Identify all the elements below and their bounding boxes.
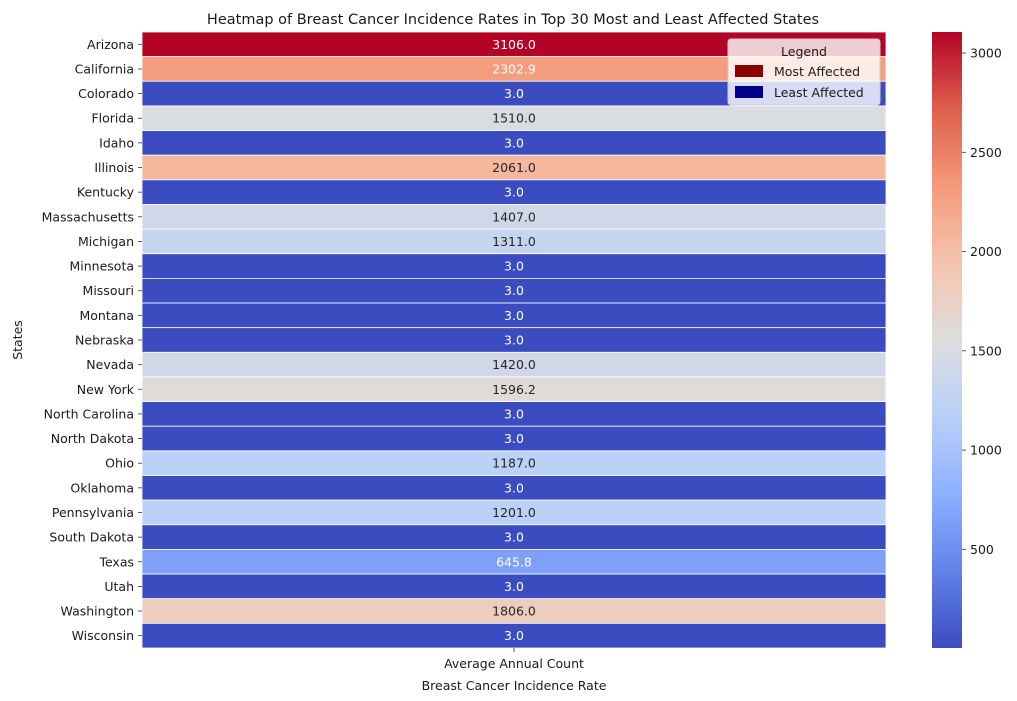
y-tick-label: Nebraska — [75, 333, 134, 348]
y-tick-label: Massachusetts — [42, 209, 134, 224]
cell-value-label: 1187.0 — [492, 456, 536, 471]
colorbar-ticks: 500 1000 1500 2000 2500 3000 — [962, 46, 1002, 557]
y-tick-label: Missouri — [83, 283, 134, 298]
y-tick-labels: Arizona California Colorado Florida Idaho Ill… — [42, 37, 142, 643]
cell-value-label: 1201.0 — [492, 505, 536, 520]
cell-value-label: 3.0 — [504, 283, 524, 298]
cell-value-label: 3.0 — [504, 333, 524, 348]
legend: Legend Most Affected Least Affected — [727, 38, 881, 106]
colorbar — [932, 32, 962, 648]
heatmap-cell-south-dakota — [141, 524, 887, 550]
y-tick-label: Utah — [104, 579, 134, 594]
cell-value-label: 1420.0 — [492, 357, 536, 372]
colorbar-tick-label: 3000 — [970, 46, 1002, 61]
heatmap-cells: 3106.0 2302.9 3.0 1510.0 3.0 2061.0 3.0 1407.0 1… — [141, 31, 887, 649]
colorbar-tick-label: 500 — [970, 542, 994, 557]
y-tick-label: Colorado — [78, 86, 134, 101]
heatmap-cell-utah — [141, 573, 887, 600]
y-tick-label: Illinois — [94, 160, 134, 175]
legend-label-most-affected: Most Affected — [774, 64, 860, 79]
cell-value-label: 3.0 — [504, 480, 524, 495]
legend-swatch-most-affected — [735, 65, 763, 77]
y-tick-label: Nevada — [86, 357, 134, 372]
legend-title: Legend — [781, 44, 827, 59]
heatmap-cell-minnesota — [141, 253, 887, 279]
y-tick-label: Ohio — [105, 456, 134, 471]
cell-value-label: 1510.0 — [492, 111, 536, 126]
heatmap-cell-nevada — [141, 351, 887, 378]
cell-value-label: 3.0 — [504, 259, 524, 274]
cell-value-label: 1596.2 — [492, 382, 536, 397]
legend-swatch-least-affected — [735, 86, 763, 98]
y-tick-label: Arizona — [87, 37, 134, 52]
colorbar-tick-label: 2500 — [970, 145, 1002, 160]
cell-value-label: 3.0 — [504, 135, 524, 150]
cell-value-label: 3.0 — [504, 579, 524, 594]
chart-title: Heatmap of Breast Cancer Incidence Rates… — [207, 12, 819, 28]
colorbar-tick-label: 1500 — [970, 343, 1002, 358]
cell-value-label: 3.0 — [504, 530, 524, 545]
y-tick-label: New York — [77, 382, 135, 397]
heatmap-cell-florida — [141, 105, 887, 131]
heatmap-cell-texas — [141, 549, 887, 575]
cell-value-label: 2061.0 — [492, 160, 536, 175]
heatmap-cell-oklahoma — [141, 475, 887, 501]
colorbar-tick-label: 2000 — [970, 244, 1002, 259]
y-tick-label: Wisconsin — [72, 628, 134, 643]
heatmap-cell-wisconsin — [141, 622, 887, 649]
cell-value-label: 3106.0 — [492, 37, 536, 52]
x-axis-label: Breast Cancer Incidence Rate — [422, 678, 607, 693]
y-tick-label: Idaho — [99, 135, 134, 150]
y-tick-label: Oklahoma — [70, 480, 134, 495]
colorbar-tick-label: 1000 — [970, 443, 1002, 458]
heatmap-cell-missouri — [141, 277, 887, 304]
x-tick-label: Average Annual Count — [444, 656, 584, 671]
y-tick-label: Washington — [61, 604, 134, 619]
cell-value-label: 3.0 — [504, 628, 524, 643]
legend-label-least-affected: Least Affected — [774, 85, 864, 100]
y-tick-label: Montana — [80, 308, 135, 323]
heatmap-cell-pennsylvania — [141, 499, 887, 526]
cell-value-label: 1806.0 — [492, 604, 536, 619]
y-tick-label: South Dakota — [49, 530, 134, 545]
cell-value-label: 3.0 — [504, 431, 524, 446]
legend-box — [727, 38, 881, 106]
y-tick-label: Minnesota — [69, 259, 134, 274]
y-tick-label: North Dakota — [51, 431, 134, 446]
y-tick-label: Pennsylvania — [52, 505, 134, 520]
y-axis-label: States — [10, 320, 25, 360]
y-tick-label: Florida — [91, 111, 134, 126]
cell-value-label: 3.0 — [504, 185, 524, 200]
cell-value-label: 3.0 — [504, 86, 524, 101]
y-tick-label: California — [75, 61, 134, 76]
cell-value-label: 3.0 — [504, 406, 524, 421]
y-tick-label: North Carolina — [44, 406, 134, 421]
cell-value-label: 645.8 — [496, 554, 532, 569]
y-tick-label: Texas — [98, 554, 134, 569]
y-tick-label: Michigan — [78, 234, 134, 249]
cell-value-label: 1407.0 — [492, 209, 536, 224]
y-tick-label: Kentucky — [77, 185, 135, 200]
cell-value-label: 2302.9 — [492, 61, 536, 76]
cell-value-label: 1311.0 — [492, 234, 536, 249]
heatmap-cell-montana — [141, 302, 887, 329]
cell-value-label: 3.0 — [504, 308, 524, 323]
